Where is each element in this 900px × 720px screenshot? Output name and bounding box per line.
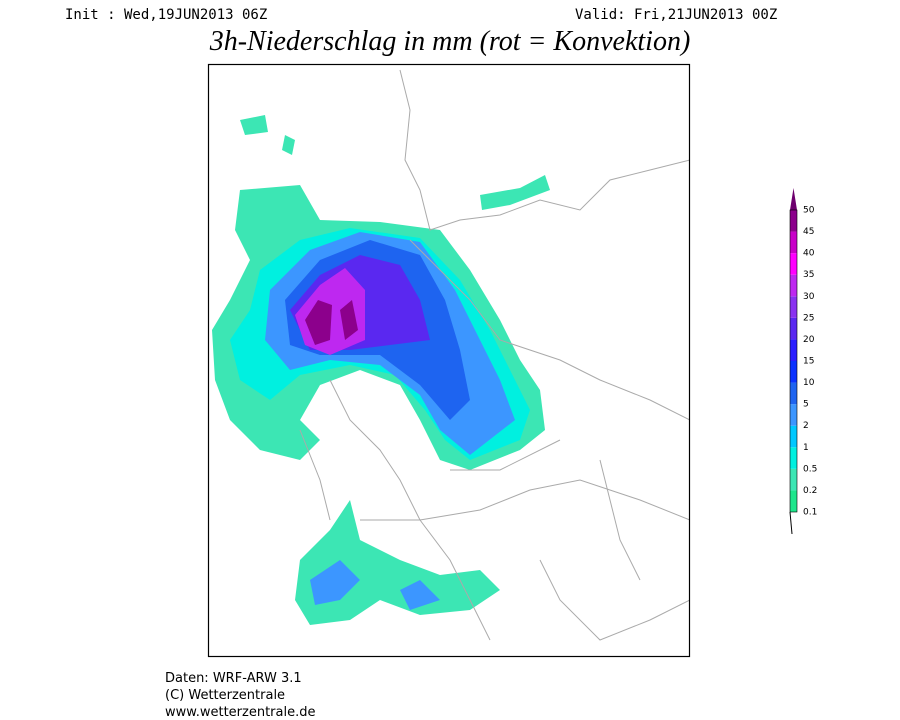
map — [207, 63, 691, 658]
valid-time: Valid: Fri,21JUN2013 00Z — [575, 7, 777, 23]
colorbar-bin — [790, 339, 797, 361]
colorbar-bin — [790, 361, 797, 383]
colorbar-label: 20 — [803, 335, 815, 345]
colorbar-bin — [790, 231, 797, 254]
precip-south-blue — [310, 560, 440, 610]
colorbar-under — [789, 511, 793, 535]
colorbar-label: 10 — [803, 378, 815, 388]
footer-line: www.wetterzentrale.de — [165, 705, 315, 720]
colorbar-bin — [790, 404, 797, 426]
colorbar-label: 0.2 — [803, 486, 817, 496]
colorbar-bin — [790, 317, 797, 340]
coastline — [299, 69, 690, 641]
colorbar-bin — [790, 210, 797, 232]
colorbar-label: 25 — [803, 313, 814, 323]
colorbar-label: 15 — [803, 357, 814, 367]
colorbar-label: 45 — [803, 227, 814, 237]
colorbar-label: 0.1 — [803, 508, 817, 518]
colorbar-bin — [790, 253, 797, 275]
precip-south — [295, 500, 500, 625]
init-time: Init : Wed,19JUN2013 06Z — [65, 7, 267, 23]
colorbar-bin — [790, 296, 797, 318]
colorbar-label: 2 — [803, 421, 809, 431]
colorbar-label: 0.5 — [803, 464, 817, 474]
map-title: 3h-Niederschlag in mm (rot = Konvektion) — [209, 26, 691, 57]
colorbar-frame — [789, 209, 798, 513]
colorbar-bin — [790, 447, 797, 469]
colorbar-bin — [790, 468, 797, 491]
precip-north — [240, 115, 550, 210]
map-frame — [207, 63, 691, 658]
footer-line: Daten: WRF-ARW 3.1 — [165, 671, 302, 686]
colorbar-label: 35 — [803, 270, 814, 280]
colorbar-label: 30 — [803, 292, 815, 302]
footer-line: (C) Wetterzentrale — [165, 688, 285, 703]
colorbar-bin — [790, 490, 797, 512]
colorbar-label: 50 — [803, 206, 815, 216]
colorbar-bin — [790, 274, 797, 297]
precip-peak — [305, 300, 358, 345]
colorbar-label: 1 — [803, 443, 809, 453]
colorbar-over — [790, 188, 797, 210]
colorbar-bin — [790, 425, 797, 448]
colorbar-label: 40 — [803, 249, 815, 259]
colorbar-bin — [790, 382, 797, 405]
colorbar-label: 5 — [803, 400, 809, 410]
